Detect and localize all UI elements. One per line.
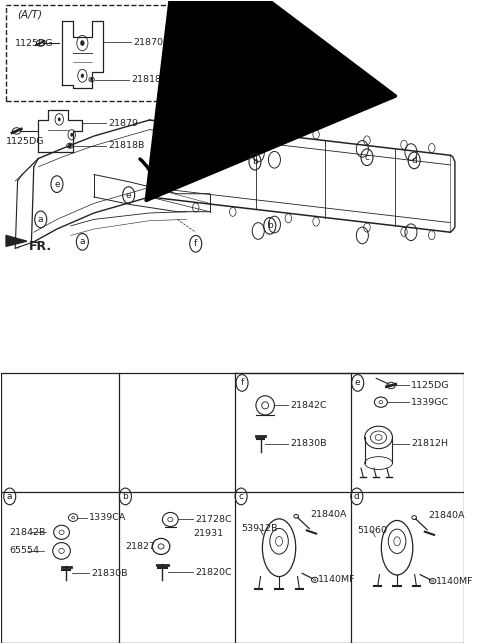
Text: 21728C: 21728C [196,515,232,524]
Text: e: e [126,191,132,200]
Text: 21818B: 21818B [108,141,144,150]
FancyArrowPatch shape [140,0,396,200]
Circle shape [58,117,60,121]
Text: 51060: 51060 [357,526,387,535]
Text: 1339CA: 1339CA [89,513,127,522]
Text: 1125DG: 1125DG [6,137,45,146]
Text: 21840A: 21840A [311,510,347,519]
Text: 21931: 21931 [193,529,224,538]
Text: 21818B: 21818B [131,75,168,84]
Text: f: f [240,379,244,388]
Text: 21830B: 21830B [92,569,128,578]
Text: (A/T): (A/T) [18,10,43,20]
Text: 53912B: 53912B [241,524,277,533]
Text: 21879: 21879 [108,118,138,128]
Text: b: b [252,157,258,166]
Circle shape [71,133,73,137]
Text: f: f [194,240,197,249]
Text: c: c [239,492,244,501]
Text: b: b [122,492,128,501]
Circle shape [81,41,84,46]
Text: 1339GC: 1339GC [411,397,449,406]
Text: 1125DG: 1125DG [411,381,449,390]
Text: 21827: 21827 [125,542,156,551]
Text: d: d [354,492,360,501]
Text: 1140MF: 1140MF [317,575,355,584]
Text: FR.: FR. [29,240,52,253]
Circle shape [68,143,72,148]
Polygon shape [6,236,27,247]
Text: 1140MF: 1140MF [435,576,473,585]
Text: a: a [38,215,44,224]
Text: 21830B: 21830B [290,439,327,448]
Text: b: b [267,222,273,231]
Text: 21842C: 21842C [290,401,327,410]
Text: 21840A: 21840A [428,511,465,520]
Circle shape [90,78,93,82]
Text: e: e [54,180,60,189]
Text: 1125DG: 1125DG [15,39,54,48]
Text: c: c [364,153,370,162]
Text: d: d [411,156,417,165]
Circle shape [81,74,84,78]
Text: e: e [355,379,360,388]
Text: a: a [7,492,12,501]
Text: 21842B: 21842B [10,528,46,537]
Text: 65554: 65554 [10,546,40,555]
Text: a: a [80,238,85,247]
Text: 21870B: 21870B [133,38,169,47]
Text: 21820C: 21820C [196,567,232,576]
Text: 21812H: 21812H [411,439,448,448]
